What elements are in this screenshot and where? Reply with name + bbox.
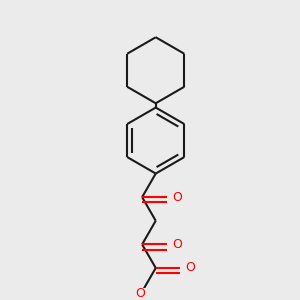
Text: O: O: [172, 191, 182, 204]
Text: O: O: [185, 262, 195, 275]
Text: O: O: [136, 286, 146, 299]
Text: O: O: [172, 238, 182, 251]
